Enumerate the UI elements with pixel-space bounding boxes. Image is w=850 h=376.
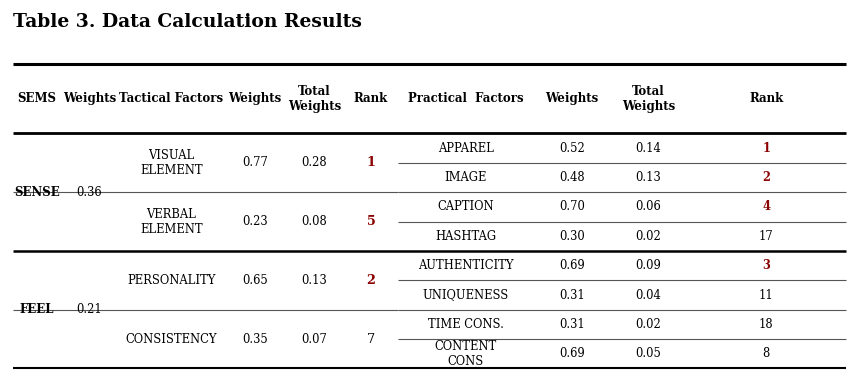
Text: 0.21: 0.21 bbox=[76, 303, 102, 316]
Text: 0.04: 0.04 bbox=[636, 288, 661, 302]
Text: 0.35: 0.35 bbox=[242, 333, 268, 346]
Text: 2: 2 bbox=[762, 171, 770, 184]
Text: 0.69: 0.69 bbox=[559, 347, 585, 360]
Text: APPAREL: APPAREL bbox=[438, 142, 494, 155]
Text: 0.69: 0.69 bbox=[559, 259, 585, 272]
Text: Total
Weights: Total Weights bbox=[622, 85, 675, 113]
Text: 11: 11 bbox=[759, 288, 774, 302]
Text: SENSE: SENSE bbox=[14, 186, 60, 199]
Text: CONTENT
CONS: CONTENT CONS bbox=[434, 340, 497, 368]
Text: 7: 7 bbox=[367, 333, 375, 346]
Text: Total
Weights: Total Weights bbox=[288, 85, 341, 113]
Text: 0.36: 0.36 bbox=[76, 186, 102, 199]
Text: Weights: Weights bbox=[229, 92, 281, 105]
Text: CAPTION: CAPTION bbox=[438, 200, 494, 214]
Text: UNIQUENESS: UNIQUENESS bbox=[422, 288, 509, 302]
Text: HASHTAG: HASHTAG bbox=[435, 230, 496, 243]
Text: 0.48: 0.48 bbox=[559, 171, 585, 184]
Text: 17: 17 bbox=[759, 230, 774, 243]
Text: CONSISTENCY: CONSISTENCY bbox=[126, 333, 217, 346]
Text: 18: 18 bbox=[759, 318, 774, 331]
Text: 0.28: 0.28 bbox=[302, 156, 327, 169]
Text: 0.52: 0.52 bbox=[559, 142, 585, 155]
Text: Table 3. Data Calculation Results: Table 3. Data Calculation Results bbox=[13, 13, 361, 31]
Text: Practical  Factors: Practical Factors bbox=[408, 92, 524, 105]
Text: VERBAL
ELEMENT: VERBAL ELEMENT bbox=[140, 208, 202, 236]
Text: PERSONALITY: PERSONALITY bbox=[128, 274, 215, 287]
Text: 0.14: 0.14 bbox=[636, 142, 661, 155]
Text: IMAGE: IMAGE bbox=[445, 171, 487, 184]
Text: 0.07: 0.07 bbox=[302, 333, 327, 346]
Text: 5: 5 bbox=[366, 215, 376, 228]
Text: SEMS: SEMS bbox=[18, 92, 56, 105]
Text: AUTHENTICITY: AUTHENTICITY bbox=[418, 259, 513, 272]
Text: 2: 2 bbox=[366, 274, 376, 287]
Text: 0.02: 0.02 bbox=[636, 230, 661, 243]
Text: Rank: Rank bbox=[749, 92, 784, 105]
Text: 0.06: 0.06 bbox=[636, 200, 661, 214]
Text: 0.05: 0.05 bbox=[636, 347, 661, 360]
Text: FEEL: FEEL bbox=[20, 303, 54, 316]
Text: Tactical Factors: Tactical Factors bbox=[119, 92, 224, 105]
Text: 0.31: 0.31 bbox=[559, 288, 585, 302]
Text: 0.13: 0.13 bbox=[302, 274, 327, 287]
Text: 3: 3 bbox=[762, 259, 770, 272]
Text: 0.31: 0.31 bbox=[559, 318, 585, 331]
Text: 0.30: 0.30 bbox=[559, 230, 585, 243]
Text: VISUAL
ELEMENT: VISUAL ELEMENT bbox=[140, 149, 202, 177]
Text: 0.77: 0.77 bbox=[242, 156, 268, 169]
Text: TIME CONS.: TIME CONS. bbox=[428, 318, 504, 331]
Text: 0.13: 0.13 bbox=[636, 171, 661, 184]
Text: 8: 8 bbox=[762, 347, 770, 360]
Text: 0.09: 0.09 bbox=[636, 259, 661, 272]
Text: 1: 1 bbox=[762, 142, 770, 155]
Text: 1: 1 bbox=[366, 156, 376, 169]
Text: 0.23: 0.23 bbox=[242, 215, 268, 228]
Text: Rank: Rank bbox=[354, 92, 388, 105]
Text: 4: 4 bbox=[762, 200, 770, 214]
Text: 0.02: 0.02 bbox=[636, 318, 661, 331]
Text: 0.65: 0.65 bbox=[242, 274, 268, 287]
Text: Weights: Weights bbox=[63, 92, 116, 105]
Text: 0.08: 0.08 bbox=[302, 215, 327, 228]
Text: 0.70: 0.70 bbox=[559, 200, 585, 214]
Text: Weights: Weights bbox=[546, 92, 598, 105]
